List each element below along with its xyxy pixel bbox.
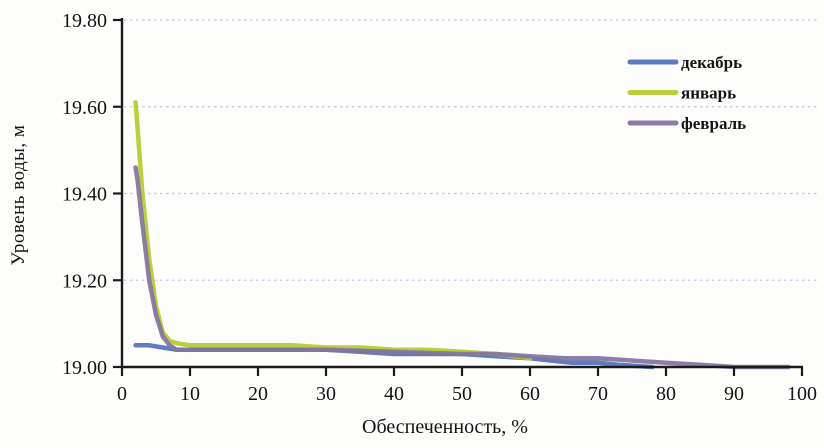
y-tick-label: 19.60 xyxy=(62,97,107,119)
legend-item-февраль: февраль xyxy=(627,114,746,133)
series-line-февраль xyxy=(133,165,791,370)
x-tick-label: 30 xyxy=(316,383,336,405)
x-tick-label: 70 xyxy=(588,383,608,405)
x-tick-label: 60 xyxy=(520,383,540,405)
legend-label-январь: январь xyxy=(681,84,736,103)
axes: 19.00 19.20 19.40 19.60 19.80 0 10 20 30 40 50 60 70… xyxy=(62,10,817,405)
y-tick-label: 19.00 xyxy=(62,357,107,379)
series-group xyxy=(133,100,791,370)
x-tick-label: 80 xyxy=(656,383,676,405)
x-tick-label: 10 xyxy=(180,383,200,405)
x-tick-label: 40 xyxy=(384,383,404,405)
x-tick-label: 100 xyxy=(787,383,817,405)
y-tick-label: 19.20 xyxy=(62,270,107,292)
y-tick-label: 19.40 xyxy=(62,184,107,206)
x-tick-label: 20 xyxy=(248,383,268,405)
legend-label-февраль: февраль xyxy=(681,114,746,133)
x-tick-label: 0 xyxy=(117,383,127,405)
y-tick-label: 19.80 xyxy=(62,10,107,32)
legend-item-декабрь: декабрь xyxy=(627,53,742,72)
series-line-январь xyxy=(133,100,533,361)
legend-item-январь: январь xyxy=(627,84,736,103)
legend-label-декабрь: декабрь xyxy=(681,53,742,72)
x-axis-title: Обеспеченность, % xyxy=(362,416,528,438)
y-axis-title: Уровень воды, м xyxy=(8,124,29,266)
x-tick-label: 50 xyxy=(452,383,472,405)
gridlines xyxy=(124,19,820,281)
x-tick-label: 90 xyxy=(724,383,744,405)
legend: декабрь январь февраль xyxy=(627,53,746,133)
